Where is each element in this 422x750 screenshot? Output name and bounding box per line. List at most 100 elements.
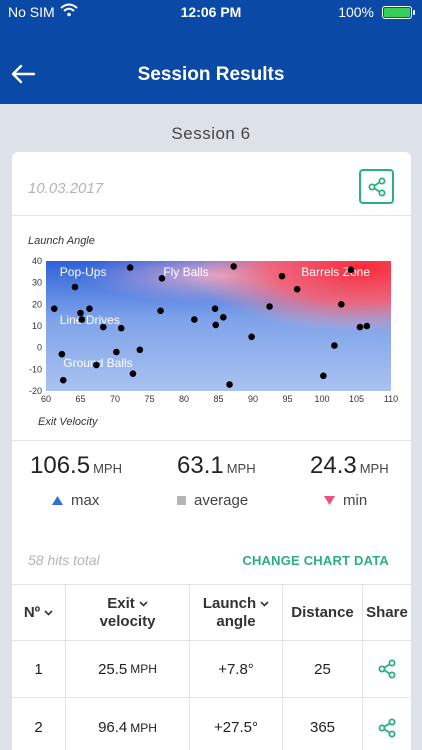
data-point xyxy=(129,370,137,377)
data-point xyxy=(59,376,67,384)
data-point xyxy=(331,342,338,349)
data-point xyxy=(347,266,355,273)
x-tick-label: 90 xyxy=(248,394,258,404)
column-header-distance: Distance xyxy=(282,585,362,640)
y-tick-label: 10 xyxy=(32,321,42,331)
column-header-share: Share xyxy=(362,585,411,640)
hit-number: 1 xyxy=(34,660,43,678)
min-label: min xyxy=(343,492,368,509)
x-tick-label: 100 xyxy=(314,394,329,404)
column-header-exit-velocity[interactable]: Exit velocity xyxy=(65,585,189,640)
data-point xyxy=(248,333,255,341)
average-stat: 63.1 MPH average xyxy=(177,452,256,509)
column-header-number[interactable]: Nº xyxy=(12,585,65,640)
chevron-down-icon xyxy=(139,600,148,607)
x-tick-label: 65 xyxy=(75,394,85,404)
max-label: max xyxy=(71,492,100,509)
battery-icon xyxy=(382,6,415,19)
data-point xyxy=(86,305,93,312)
velocity-stats: 106.5 MPH max 63.1 MPH average 24.3 MPH min xyxy=(12,452,411,522)
session-card: 10.03.2017 Launch xyxy=(12,152,411,750)
hit-exit-velocity: 25.5 MPH xyxy=(65,641,189,697)
data-point xyxy=(230,263,237,270)
table-row[interactable]: 1 25.5 MPH +7.8° 25 xyxy=(12,640,411,697)
square-icon xyxy=(177,496,186,505)
triangle-up-icon xyxy=(52,496,63,505)
y-tick-label: -10 xyxy=(29,364,42,374)
x-tick-label: 85 xyxy=(213,394,223,404)
data-point xyxy=(220,314,227,321)
data-point xyxy=(320,372,327,380)
x-tick-label: 75 xyxy=(144,394,154,404)
divider xyxy=(12,215,411,216)
data-point xyxy=(226,381,233,388)
hit-launch-angle: +27.5° xyxy=(189,698,282,750)
zone-label: Barrels Zone xyxy=(301,265,370,279)
divider xyxy=(12,440,411,441)
hit-launch-angle: +7.8° xyxy=(189,641,282,697)
y-tick-label: 0 xyxy=(37,343,42,353)
average-unit: MPH xyxy=(226,461,256,476)
share-icon xyxy=(368,177,385,196)
data-point xyxy=(157,307,164,315)
column-header-launch-angle[interactable]: Launch angle xyxy=(189,585,282,640)
data-point xyxy=(212,321,220,329)
min-unit: MPH xyxy=(359,461,389,476)
min-stat: 24.3 MPH min xyxy=(310,452,389,509)
hits-total: 58 hits total xyxy=(28,552,100,568)
hit-number: 2 xyxy=(34,719,43,736)
clock: 12:06 PM xyxy=(180,4,242,20)
y-tick-label: 40 xyxy=(32,256,42,266)
share-hit-button[interactable] xyxy=(362,641,411,697)
share-icon xyxy=(378,718,396,737)
data-point xyxy=(50,305,58,312)
data-point xyxy=(356,323,364,331)
max-value: 106.5 xyxy=(30,452,91,479)
table-header-row: Nº Exit velocity Launch angle Distance Sha… xyxy=(12,584,411,640)
share-session-button[interactable] xyxy=(359,169,394,204)
data-point xyxy=(293,285,301,293)
data-point xyxy=(71,283,79,291)
data-point xyxy=(117,324,125,332)
y-tick-label: -20 xyxy=(29,386,42,396)
hit-exit-velocity: 96.4 MPH xyxy=(65,698,189,750)
session-name: Session 6 xyxy=(171,124,251,143)
x-axis-label: Exit Velocity xyxy=(38,416,99,428)
table-row[interactable]: 2 96.4 MPH +27.5° 365 xyxy=(12,697,411,750)
exit-velocity-launch-angle-chart: Launch Angle Pop-Ups Fly Balls Barrels Zon… xyxy=(28,235,398,428)
data-point xyxy=(99,323,107,331)
y-axis-label: Launch Angle xyxy=(28,235,95,247)
zone-label: Fly Balls xyxy=(163,265,208,279)
session-date: 10.03.2017 xyxy=(28,180,104,197)
data-point xyxy=(266,303,273,310)
data-point xyxy=(113,348,120,356)
min-value: 24.3 xyxy=(310,452,357,479)
y-tick-label: 30 xyxy=(32,278,42,288)
wifi-icon xyxy=(60,3,78,20)
max-stat: 106.5 MPH max xyxy=(30,452,122,509)
zone-label: Line Drives xyxy=(60,313,120,327)
average-label: average xyxy=(194,492,249,509)
nav-bar: Session Results xyxy=(0,24,422,104)
share-icon xyxy=(378,659,396,679)
x-tick-label: 110 xyxy=(384,394,398,404)
status-bar: No SIM 12:06 PM 100% xyxy=(0,0,422,24)
x-tick-label: 105 xyxy=(349,394,364,404)
share-hit-button[interactable] xyxy=(362,698,411,750)
data-point xyxy=(211,305,219,312)
battery-percentage: 100% xyxy=(338,4,374,20)
data-point xyxy=(191,316,198,323)
triangle-down-icon xyxy=(324,496,335,505)
max-unit: MPH xyxy=(93,461,122,476)
data-point xyxy=(278,272,286,280)
change-chart-data-button[interactable]: CHANGE CHART DATA xyxy=(242,553,389,568)
data-point xyxy=(338,301,345,308)
data-point xyxy=(136,346,144,354)
data-point xyxy=(126,264,134,271)
data-point xyxy=(78,316,86,323)
x-tick-label: 95 xyxy=(282,394,292,404)
back-arrow-icon[interactable] xyxy=(10,62,36,86)
average-value: 63.1 xyxy=(177,452,224,479)
zone-label: Pop-Ups xyxy=(60,265,107,279)
data-point xyxy=(93,361,100,369)
